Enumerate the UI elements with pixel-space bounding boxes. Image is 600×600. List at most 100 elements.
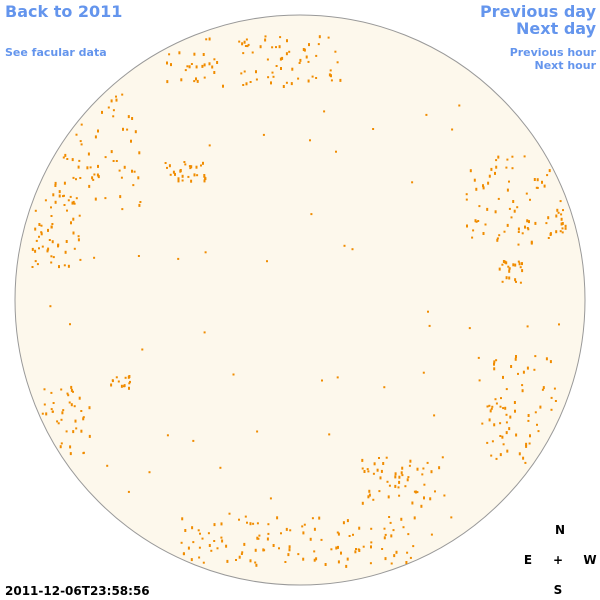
facula	[528, 442, 531, 445]
facula	[560, 213, 563, 216]
facula	[358, 526, 361, 530]
facula	[560, 217, 563, 221]
facula	[66, 158, 69, 160]
facula	[494, 398, 497, 401]
facula	[112, 160, 115, 162]
facula	[560, 222, 563, 226]
next-day-link[interactable]: Next day	[516, 19, 597, 38]
facula	[269, 497, 272, 500]
facula	[68, 401, 71, 404]
facula	[519, 281, 522, 284]
facula	[564, 227, 567, 230]
facula	[466, 224, 468, 228]
facula	[174, 172, 176, 176]
facula	[506, 188, 509, 192]
facula	[297, 77, 300, 80]
facula	[358, 549, 361, 552]
facula	[208, 144, 211, 147]
facula	[343, 244, 346, 247]
facula	[62, 156, 65, 159]
facula	[54, 184, 57, 187]
facula	[266, 260, 268, 263]
facula	[524, 461, 527, 464]
facula	[370, 527, 373, 530]
facula	[395, 550, 398, 554]
facula	[493, 367, 496, 371]
facula	[262, 133, 265, 136]
timestamp: 2011-12-06T23:58:56	[5, 584, 150, 598]
facula	[384, 557, 387, 561]
facula	[256, 430, 259, 433]
facula	[525, 442, 528, 446]
facula	[187, 546, 190, 550]
facula	[502, 443, 505, 446]
facula	[290, 82, 293, 86]
facula	[97, 129, 99, 133]
facula	[421, 473, 424, 476]
previous-day-link[interactable]: Previous day	[480, 2, 597, 21]
facula	[368, 493, 371, 497]
facula	[425, 113, 428, 116]
facula	[40, 231, 43, 234]
facula	[458, 104, 461, 107]
facula	[379, 476, 382, 480]
facula	[401, 466, 404, 470]
facula	[67, 199, 70, 202]
facula	[180, 78, 183, 82]
facula	[504, 260, 507, 264]
facula	[242, 52, 245, 55]
facula	[46, 249, 49, 253]
facula	[524, 225, 526, 229]
facula	[63, 204, 66, 206]
facula	[101, 110, 103, 114]
compass-east: E	[524, 553, 532, 567]
facula	[506, 223, 509, 227]
facula	[550, 396, 553, 399]
facula	[244, 515, 247, 518]
facula	[511, 155, 514, 158]
facula	[545, 222, 548, 225]
facula	[389, 521, 392, 524]
facula	[370, 541, 373, 544]
next-hour-link[interactable]: Next hour	[535, 59, 597, 72]
facula	[270, 81, 272, 85]
facula	[34, 209, 37, 212]
facula	[342, 521, 345, 525]
facula	[547, 216, 550, 220]
facula	[238, 40, 241, 43]
facula	[517, 260, 520, 263]
facula	[256, 522, 259, 525]
facular-data-link[interactable]: See facular data	[5, 46, 107, 59]
facula	[188, 65, 191, 69]
facula	[179, 169, 182, 173]
facula	[203, 63, 206, 67]
facula	[372, 498, 375, 501]
facula	[43, 388, 46, 391]
facula	[394, 484, 397, 488]
facula	[533, 368, 536, 371]
facula	[370, 545, 372, 549]
facula	[382, 462, 385, 465]
facula	[134, 130, 137, 134]
facula	[527, 228, 530, 231]
facula	[267, 76, 270, 79]
facula	[213, 71, 216, 74]
facula	[487, 181, 490, 185]
back-link[interactable]: Back to 2011	[5, 2, 122, 21]
facula	[128, 382, 131, 385]
facula	[204, 177, 207, 180]
facula	[181, 179, 184, 182]
facula	[336, 376, 339, 379]
facula	[317, 43, 320, 46]
facula	[406, 478, 409, 482]
facula	[70, 403, 73, 407]
facula	[112, 109, 115, 112]
facula	[465, 193, 468, 196]
facula	[490, 454, 493, 457]
previous-hour-link[interactable]: Previous hour	[510, 46, 597, 59]
facula	[411, 501, 414, 505]
facula	[50, 225, 53, 229]
facula	[51, 223, 54, 225]
facula	[213, 58, 216, 61]
facula	[35, 239, 38, 242]
